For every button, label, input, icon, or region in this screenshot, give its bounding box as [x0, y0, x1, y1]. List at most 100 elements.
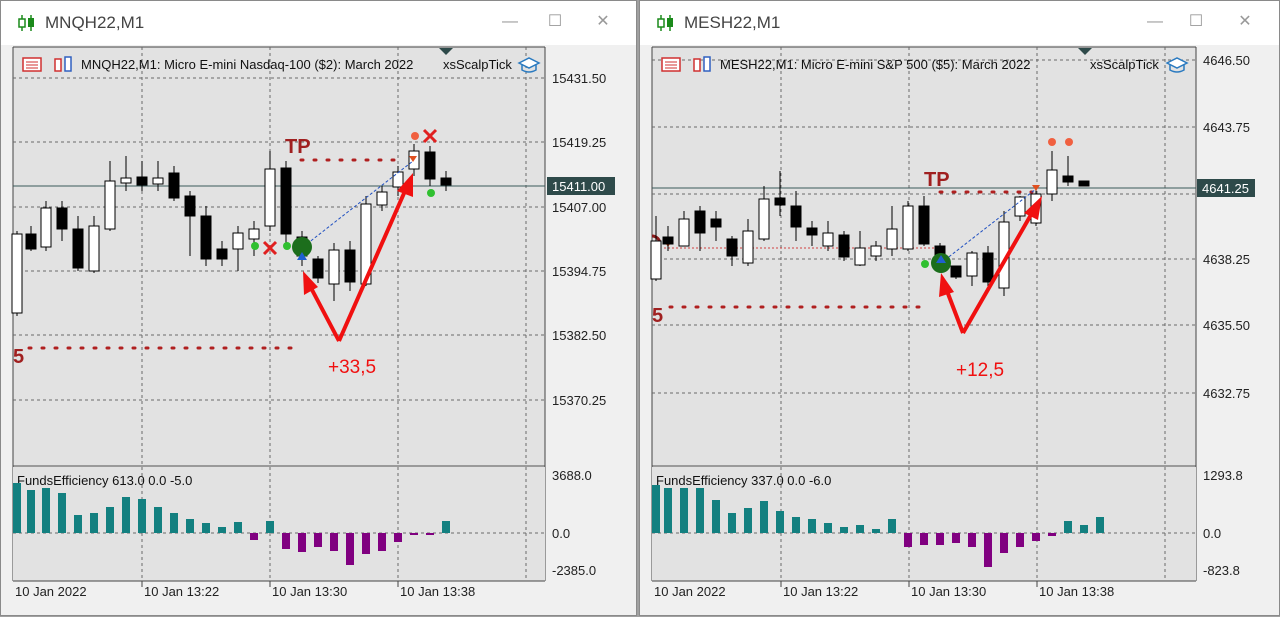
time-label: 10 Jan 13:30 — [911, 584, 986, 599]
histogram-bar — [744, 508, 752, 533]
indicator-plot-background[interactable] — [652, 467, 1196, 581]
time-label: 10 Jan 13:38 — [1039, 584, 1114, 599]
candle — [1014, 196, 1026, 221]
candle — [312, 256, 324, 283]
indicator-scale-label: 0.0 — [552, 526, 570, 541]
candle — [870, 241, 882, 261]
chart-shift-marker[interactable] — [1078, 48, 1092, 55]
histogram-bar — [330, 533, 338, 551]
candle — [1046, 151, 1058, 201]
signal-dot — [411, 132, 419, 140]
close-button[interactable]: ✕ — [596, 13, 610, 30]
window-titlebar[interactable]: MESH22,M1 — ☐ ✕ — [640, 1, 1279, 45]
chart-header-icons[interactable] — [661, 56, 711, 72]
histogram-bar — [1080, 525, 1088, 533]
histogram-bar — [298, 533, 306, 552]
close-cross-icon — [422, 128, 438, 144]
histogram-bar — [218, 527, 226, 533]
time-label: 10 Jan 2022 — [654, 584, 726, 599]
chart-area[interactable]: MNQH22,M1: Micro E-mini Nasdaq-100 ($2):… — [1, 1, 638, 617]
candle — [152, 161, 164, 191]
maximize-button[interactable]: ☐ — [1188, 13, 1204, 30]
candlestick-chart-icon — [657, 15, 673, 31]
time-label: 10 Jan 13:22 — [144, 584, 219, 599]
chart-window-mesh22[interactable]: MESH22,M1 — ☐ ✕ MESH22,M1: Micro E-mini … — [639, 0, 1280, 616]
histogram-bar — [984, 533, 992, 567]
candle — [774, 171, 786, 216]
minimize-button[interactable]: — — [502, 13, 518, 30]
chart-header-icons[interactable] — [22, 56, 72, 72]
histogram-bar — [904, 533, 912, 547]
indicator-plot-background[interactable] — [13, 467, 545, 581]
price-label: 15382.50 — [552, 328, 606, 343]
histogram-bar — [234, 522, 242, 533]
histogram-bar — [378, 533, 386, 551]
stop-loss-label-fragment: 5 — [652, 305, 663, 327]
candle — [136, 161, 148, 191]
candle — [56, 201, 68, 241]
histogram-bar — [1016, 533, 1024, 547]
minimize-button[interactable]: — — [1147, 13, 1163, 30]
window-title: MNQH22,M1 — [45, 13, 145, 32]
histogram-bar — [27, 490, 35, 533]
price-label: 15394.75 — [552, 264, 606, 279]
window-titlebar[interactable]: MNQH22,M1 — ☐ ✕ — [1, 1, 636, 45]
close-button[interactable]: ✕ — [1238, 13, 1252, 30]
candle — [790, 191, 802, 241]
histogram-bar — [920, 533, 928, 545]
chart-symbol-description: MNQH22,M1: Micro E-mini Nasdaq-100 ($2):… — [81, 57, 413, 72]
signal-dot — [427, 189, 435, 197]
time-label: 10 Jan 13:38 — [400, 584, 475, 599]
histogram-bar — [728, 513, 736, 533]
candle — [678, 211, 690, 247]
chart-window-mnqh22[interactable]: MNQH22,M1 — ☐ ✕ MNQH22,M1: Micro E-mi — [0, 0, 637, 616]
signal-dot — [1065, 138, 1073, 146]
price-label: 4638.25 — [1203, 252, 1250, 267]
histogram-bar — [170, 513, 178, 533]
histogram-bar — [58, 493, 66, 533]
candle — [25, 226, 37, 251]
graduation-cap-icon[interactable] — [517, 57, 541, 73]
histogram-bar — [282, 533, 290, 549]
funds-efficiency-histogram — [13, 483, 450, 565]
candle — [40, 201, 52, 251]
chart-symbol-description: MESH22,M1: Micro E-mini S&P 500 ($5): Ma… — [720, 57, 1030, 72]
histogram-bar — [1000, 533, 1008, 553]
profit-label: +12,5 — [956, 360, 1004, 381]
histogram-bar — [410, 533, 418, 535]
exit-marker — [1032, 185, 1040, 191]
candle — [216, 241, 228, 266]
histogram-bar — [74, 515, 82, 533]
histogram-bar — [664, 488, 672, 533]
candlestick-chart-icon — [18, 15, 34, 31]
candlestick-series[interactable] — [11, 144, 452, 316]
histogram-bar — [362, 533, 370, 554]
candle — [232, 226, 244, 271]
candle — [1062, 156, 1074, 186]
maximize-button[interactable]: ☐ — [547, 13, 563, 30]
indicator-header: FundsEfficiency 613.0 0.0 -5.0 — [17, 473, 192, 488]
chart-shift-marker[interactable] — [439, 48, 453, 55]
candle — [902, 201, 914, 251]
current-price-badge — [547, 177, 615, 195]
candle — [200, 206, 212, 266]
current-price-label: 4641.25 — [1202, 181, 1249, 196]
candle — [376, 186, 388, 211]
histogram-bar — [888, 519, 896, 533]
histogram-bar — [442, 521, 450, 533]
indicator-scale-label: 3688.0 — [552, 468, 592, 483]
histogram-bar — [872, 529, 880, 533]
candle — [72, 216, 84, 271]
candle — [264, 151, 276, 231]
indicator-scale-label: -2385.0 — [552, 563, 596, 578]
chart-area[interactable]: MESH22,M1: Micro E-mini S&P 500 ($5): Ma… — [640, 1, 1280, 617]
signal-dot — [921, 260, 929, 268]
histogram-bar — [840, 527, 848, 533]
candle — [650, 216, 662, 281]
graduation-cap-icon[interactable] — [1165, 57, 1189, 73]
candlestick-series[interactable] — [650, 151, 1090, 296]
time-label: 10 Jan 13:30 — [272, 584, 347, 599]
main-plot-background[interactable] — [13, 47, 545, 465]
histogram-bar — [314, 533, 322, 547]
time-label: 10 Jan 2022 — [15, 584, 87, 599]
